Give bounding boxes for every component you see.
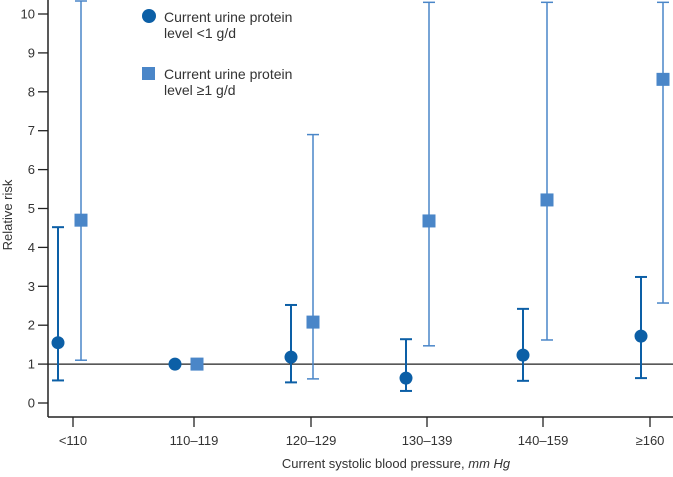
y-tick-label: 8 <box>28 84 35 99</box>
legend: Current urine protein level <1 g/d Curre… <box>142 9 292 98</box>
y-tick-label: 5 <box>28 201 35 216</box>
marks <box>51 0 670 392</box>
legend-series1-line1: Current urine protein <box>164 9 292 25</box>
data-point-group <box>422 1 436 347</box>
y-tick-label: 6 <box>28 162 35 177</box>
data-point-group <box>634 275 648 380</box>
data-point-circle <box>284 350 298 364</box>
y-tick-label: 4 <box>28 240 35 255</box>
data-point-group <box>656 1 670 304</box>
legend-series2-line1: Current urine protein <box>164 66 292 82</box>
data-point-square <box>540 193 554 207</box>
x-axis-label-text: Current systolic blood pressure, <box>282 456 465 471</box>
x-axis-label: Current systolic blood pressure, mm Hg <box>282 456 511 471</box>
data-point-group <box>190 357 204 371</box>
x-tick-label: 140–159 <box>518 433 569 448</box>
data-point-group <box>306 133 320 380</box>
y-tick-label: 0 <box>28 396 35 411</box>
x-tick-label: <110 <box>59 433 87 448</box>
data-point-group <box>74 0 88 361</box>
x-tick-label: ≥160 <box>636 433 665 448</box>
data-point-square <box>74 213 88 227</box>
data-point-group <box>168 357 182 371</box>
data-point-group <box>540 1 554 341</box>
y-tick-label: 2 <box>28 318 35 333</box>
y-axis-label: Relative risk <box>0 179 15 250</box>
legend-square-marker <box>142 67 155 80</box>
data-point-square <box>422 214 436 228</box>
data-point-square <box>656 72 670 86</box>
legend-series2-line2: level ≥1 g/d <box>164 82 236 98</box>
data-point-circle <box>634 329 648 343</box>
data-point-circle <box>516 348 530 362</box>
legend-series1-line2: level <1 g/d <box>164 25 236 41</box>
data-point-square <box>306 315 320 329</box>
data-point-group <box>51 226 65 382</box>
x-tick-label: 120–129 <box>286 433 337 448</box>
data-point-group <box>516 307 530 382</box>
y-tick-label: 7 <box>28 123 35 138</box>
axes: 0 1 2 3 4 5 6 7 8 9 10 <110 110–119 120–129 130–139 140… <box>21 0 673 448</box>
data-point-circle <box>399 371 413 385</box>
data-point-circle <box>51 336 65 350</box>
x-axis-label-unit: mm Hg <box>468 456 511 471</box>
data-point-square <box>190 357 204 371</box>
x-tick-label: 130–139 <box>402 433 453 448</box>
data-point-group <box>399 338 413 392</box>
legend-circle-marker <box>142 9 156 23</box>
y-tick-label: 10 <box>21 7 35 22</box>
y-tick-label: 1 <box>28 357 35 372</box>
data-point-group <box>284 303 298 384</box>
x-tick-label: 110–119 <box>170 433 219 448</box>
y-tick-label: 3 <box>28 279 35 294</box>
data-point-circle <box>168 357 182 371</box>
y-tick-label: 9 <box>28 45 35 60</box>
